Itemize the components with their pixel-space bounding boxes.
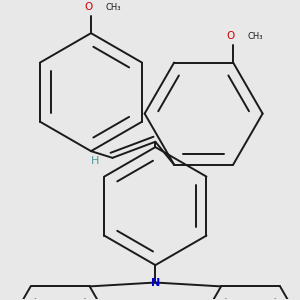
Text: O: O [84, 2, 92, 12]
Text: O: O [226, 32, 235, 41]
Text: CH₃: CH₃ [106, 3, 121, 12]
Text: CH₃: CH₃ [248, 32, 263, 41]
Text: N: N [151, 278, 160, 287]
Text: H: H [91, 155, 99, 166]
